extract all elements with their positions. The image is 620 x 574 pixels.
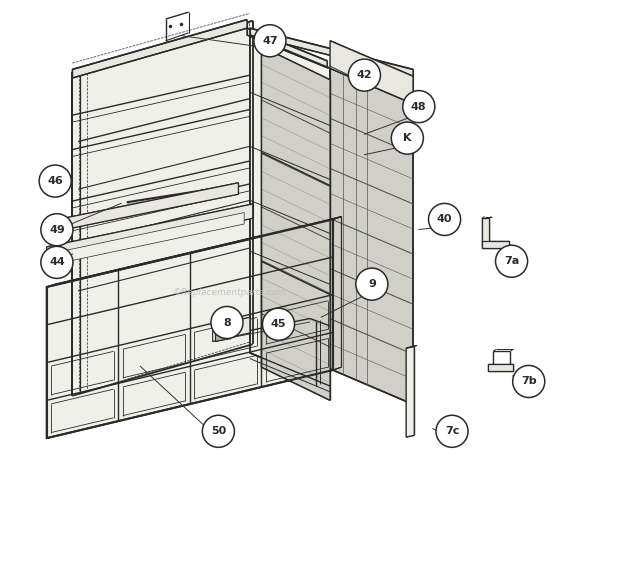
Polygon shape	[333, 216, 342, 370]
Circle shape	[356, 268, 388, 300]
Text: ©Replacementparts.com: ©Replacementparts.com	[173, 288, 287, 297]
Circle shape	[436, 415, 468, 447]
Polygon shape	[330, 68, 413, 405]
Circle shape	[348, 59, 381, 91]
Polygon shape	[250, 35, 330, 386]
Polygon shape	[487, 364, 513, 371]
Polygon shape	[46, 216, 342, 287]
Text: 42: 42	[356, 70, 372, 80]
Text: 40: 40	[437, 215, 453, 224]
Polygon shape	[330, 41, 413, 104]
Polygon shape	[482, 218, 489, 247]
Text: 48: 48	[411, 102, 427, 111]
Circle shape	[39, 165, 71, 197]
Text: 7a: 7a	[504, 256, 519, 266]
Text: 8: 8	[223, 317, 231, 328]
Polygon shape	[46, 219, 333, 438]
Polygon shape	[73, 20, 247, 78]
Circle shape	[495, 245, 528, 277]
Polygon shape	[406, 347, 414, 437]
Polygon shape	[406, 346, 417, 348]
Circle shape	[202, 415, 234, 447]
Polygon shape	[216, 327, 230, 342]
Polygon shape	[46, 204, 253, 261]
Text: 50: 50	[211, 426, 226, 436]
Circle shape	[41, 246, 73, 278]
Text: 46: 46	[47, 176, 63, 186]
Polygon shape	[213, 317, 250, 342]
Polygon shape	[73, 21, 253, 396]
Circle shape	[254, 25, 286, 57]
Circle shape	[391, 122, 423, 154]
Polygon shape	[482, 241, 509, 248]
Text: 7c: 7c	[445, 426, 459, 436]
Circle shape	[41, 214, 73, 246]
Circle shape	[403, 91, 435, 123]
Text: 9: 9	[368, 279, 376, 289]
Text: 44: 44	[49, 257, 64, 267]
Polygon shape	[55, 212, 244, 264]
Polygon shape	[250, 28, 413, 76]
Text: K: K	[403, 133, 412, 143]
Polygon shape	[261, 46, 330, 401]
Circle shape	[513, 366, 545, 398]
Circle shape	[262, 308, 294, 340]
Polygon shape	[58, 183, 239, 231]
Text: 49: 49	[49, 225, 64, 235]
Text: 45: 45	[271, 319, 286, 329]
Polygon shape	[247, 28, 327, 68]
Text: 7b: 7b	[521, 377, 536, 386]
Circle shape	[211, 307, 243, 339]
Circle shape	[428, 203, 461, 235]
Text: 47: 47	[262, 36, 278, 46]
